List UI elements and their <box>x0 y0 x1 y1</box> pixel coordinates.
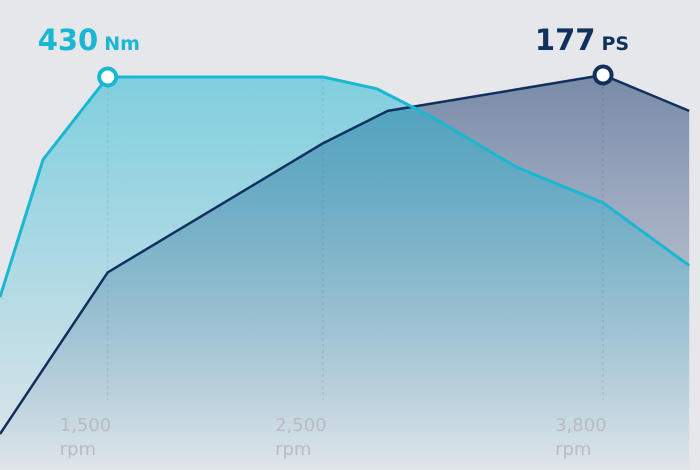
peak-unit-1: PS <box>601 33 629 55</box>
peak-marker-0 <box>97 66 119 88</box>
tick-label-1: 2,500 <box>275 415 327 436</box>
torque-curve <box>0 75 691 298</box>
tick-unit-0: rpm <box>60 439 96 460</box>
peak-value-0: 430 <box>38 23 99 57</box>
peak-label-0: 430 Nm <box>38 23 140 57</box>
peak-value-1: 177 <box>535 23 596 57</box>
tick-unit-2: rpm <box>555 439 591 460</box>
peak-marker-1 <box>592 64 614 86</box>
torque-area <box>0 77 690 470</box>
peak-label-1: 177 PS <box>535 23 629 57</box>
tick-unit-1: rpm <box>275 439 311 460</box>
tick-label-2: 3,800 <box>555 415 607 436</box>
peak-unit-0: Nm <box>104 33 140 55</box>
tick-label-0: 1,500 <box>60 415 112 436</box>
